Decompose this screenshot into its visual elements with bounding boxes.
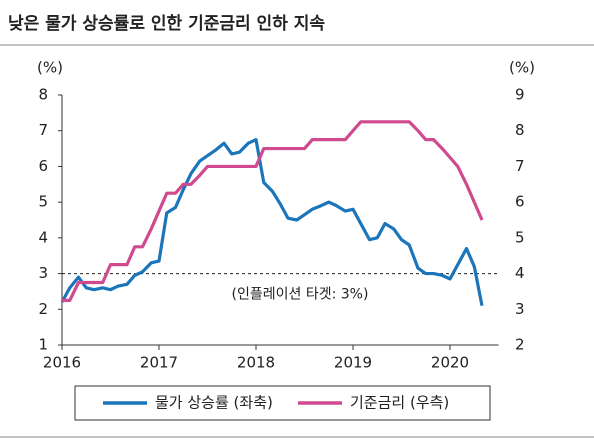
y2-axis-label: (%) — [509, 59, 535, 77]
y2-tick-label: 5 — [515, 228, 525, 246]
series-line — [60, 138, 484, 307]
y-tick-label: 6 — [38, 157, 48, 175]
y-tick-label: 8 — [38, 86, 48, 104]
legend-label: 물가 상승률 (좌축) — [155, 394, 273, 412]
y2-tick-label: 2 — [515, 336, 525, 354]
y2-tick-label: 4 — [515, 264, 525, 282]
x-tick-label: 2019 — [334, 354, 372, 372]
y2-tick-label: 6 — [515, 193, 525, 211]
series-line — [62, 120, 484, 302]
y-tick-label: 3 — [38, 264, 48, 282]
y2-tick-label: 8 — [515, 121, 525, 139]
y2-tick-label: 9 — [515, 86, 525, 104]
x-tick-label: 2020 — [431, 354, 469, 372]
y-tick-label: 5 — [38, 193, 48, 211]
y-axis-label: (%) — [37, 59, 63, 77]
legend-box — [74, 385, 491, 421]
x-tick-label: 2016 — [43, 354, 81, 372]
y2-tick-label: 7 — [515, 157, 525, 175]
x-tick-label: 2017 — [140, 354, 178, 372]
y2-tick-label: 3 — [515, 300, 525, 318]
y-tick-label: 4 — [38, 228, 48, 246]
y-tick-label: 7 — [38, 121, 48, 139]
y-tick-label: 2 — [38, 300, 48, 318]
chart-title: 낮은 물가 상승률로 인한 기준금리 인하 지속 — [8, 14, 325, 34]
legend-label: 기준금리 (우측) — [350, 394, 449, 412]
x-tick-label: 2018 — [237, 354, 275, 372]
reference-label: (인플레이션 타겟: 3%) — [232, 287, 369, 303]
y-tick-label: 1 — [38, 336, 48, 354]
